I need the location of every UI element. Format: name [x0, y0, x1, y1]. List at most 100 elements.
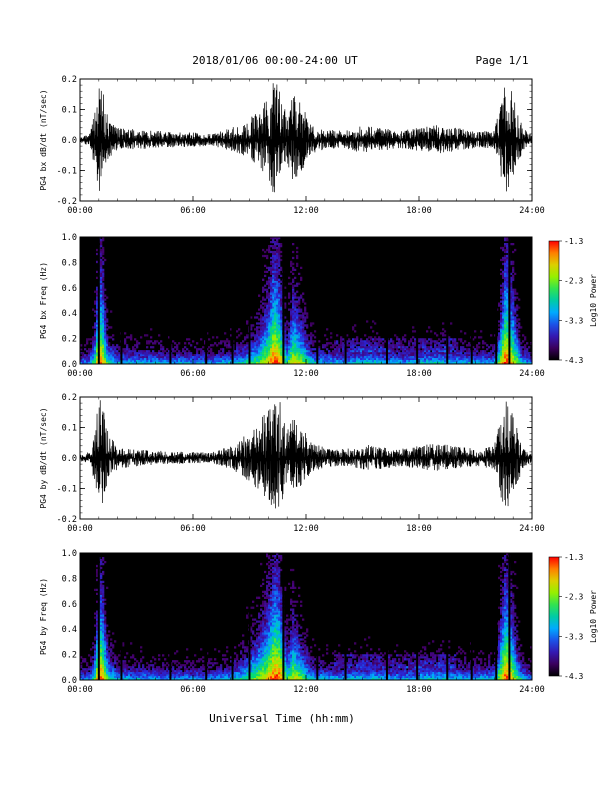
- spectrogram-color-band: [266, 672, 269, 675]
- spectrogram-color-band: [294, 358, 297, 361]
- spectrogram-color-band: [90, 674, 93, 677]
- spectrogram-color-band: [512, 358, 515, 361]
- spectrogram-color-band: [518, 676, 521, 679]
- spectrogram-color-band: [276, 676, 279, 679]
- spectrogram-color-band: [302, 356, 305, 359]
- spectrogram-color-band: [96, 356, 99, 359]
- spectrogram-color-band: [278, 352, 281, 355]
- spectrogram-color-band: [253, 360, 257, 363]
- spectrogram-color-band: [506, 354, 509, 357]
- spectrogram-color-band: [506, 664, 509, 667]
- colorbar-tick-label: -3.3: [564, 316, 583, 325]
- spectrogram-color-band: [272, 354, 275, 357]
- panel-1: -0.2 -0.1 0.0 0.1 0.2 00:00 06:00 12:00 18:00 24:…: [39, 75, 545, 216]
- x-tick-label: 18:00: [406, 206, 432, 216]
- spectrogram-color-band: [274, 668, 277, 671]
- colorbar: [548, 556, 560, 677]
- spectrogram-color-band: [294, 670, 297, 673]
- spectrogram-color-band: [262, 646, 279, 661]
- spectrogram-color-band: [250, 672, 253, 675]
- spectrogram-color-band: [454, 674, 529, 679]
- spectrogram-color-band: [255, 676, 259, 679]
- spectrogram-color-band: [276, 658, 279, 661]
- spectrogram-color-band: [252, 668, 259, 677]
- spectrogram-color-band: [510, 284, 513, 287]
- spectrogram-color-band: [514, 360, 517, 363]
- spectrogram-color-band: [276, 298, 279, 301]
- spectrogram-color-band: [106, 358, 109, 361]
- spectrogram-color-band: [276, 664, 279, 667]
- spectrogram-color-band: [474, 676, 477, 679]
- y-tick-label: 0.0: [62, 136, 77, 146]
- spectrogram-color-band: [268, 656, 271, 659]
- y-tick-label: 0.2: [62, 393, 77, 403]
- spectrogram-gap-line: [282, 237, 285, 364]
- spectrogram-color-band: [510, 348, 513, 351]
- spectrogram-color-band: [294, 666, 297, 669]
- spectrogram-color-band: [512, 342, 515, 345]
- spectrogram-color-band: [252, 676, 255, 679]
- spectrogram-color-band: [510, 360, 513, 363]
- spectrogram-gap-line: [120, 237, 123, 364]
- spectrogram-gap-line: [470, 553, 473, 680]
- spectrogram-color-band: [510, 674, 513, 677]
- spectrogram-color-band: [504, 338, 507, 341]
- spectrogram-color-band: [300, 358, 303, 361]
- spectrogram-color-band: [512, 664, 515, 667]
- spectrogram-color-band: [510, 644, 513, 647]
- spectrogram-color-band: [274, 664, 277, 667]
- spectrogram-color-band: [298, 674, 301, 677]
- spectrogram-color-band: [102, 348, 105, 351]
- spectrogram-color-band: [506, 340, 509, 343]
- spectrogram-color-band: [278, 656, 281, 659]
- spectrogram-color-band: [253, 674, 257, 677]
- spectrogram-color-band: [102, 324, 105, 327]
- spectrogram-color-band: [244, 360, 247, 363]
- spectrogram-color-band: [266, 356, 269, 359]
- spectrogram-color-band: [392, 340, 411, 351]
- spectrogram-color-band: [278, 330, 281, 333]
- spectrogram-color-band: [426, 674, 429, 677]
- spectrogram-color-band: [300, 354, 303, 357]
- spectrogram-color-band: [500, 676, 503, 679]
- spectrogram-color-band: [506, 360, 509, 363]
- spectrogram-color-band: [274, 342, 279, 347]
- spectrogram-gap-line: [205, 237, 208, 364]
- spectrogram-color-band: [102, 674, 105, 677]
- spectrogram-color-band: [140, 280, 501, 357]
- spectrogram-color-band: [278, 670, 281, 673]
- spectrogram-gap-line: [231, 553, 234, 680]
- x-tick-label: 18:00: [406, 685, 432, 695]
- spectrogram-color-band: [280, 676, 283, 679]
- spectrogram-color-band: [278, 354, 281, 357]
- x-tick-label: 06:00: [180, 685, 206, 695]
- spectrogram-color-band: [300, 278, 303, 281]
- spectrogram-color-band: [290, 352, 293, 355]
- spectrogram-color-band: [506, 666, 509, 669]
- spectrogram-color-band: [280, 654, 283, 657]
- y-tick-label: 0.6: [62, 284, 77, 294]
- spectrogram-color-band: [268, 356, 271, 359]
- spectrogram-color-band: [504, 334, 507, 337]
- spectrogram-color-band: [272, 360, 275, 363]
- colorbar-tick-label: -4.3: [564, 356, 583, 365]
- spectrogram-color-band: [270, 658, 273, 661]
- spectrogram-color-band: [292, 662, 295, 665]
- spectrogram-color-band: [516, 672, 519, 675]
- y-tick-label: 0.0: [62, 454, 77, 464]
- spectrogram-color-band: [270, 338, 273, 341]
- y-tick-label: 0.8: [62, 258, 77, 268]
- spectrogram-color-band: [92, 360, 95, 363]
- spectrogram-color-band: [104, 668, 107, 671]
- spectrogram-color-band: [274, 352, 277, 355]
- spectrogram-gap-line: [470, 237, 473, 364]
- spectrogram-color-band: [276, 354, 279, 357]
- spectrogram-color-band: [274, 350, 277, 353]
- spectrogram-color-band: [100, 672, 103, 675]
- spectrogram-color-band: [314, 358, 317, 361]
- spectrogram-color-band: [500, 356, 503, 359]
- spectrogram-gap-line: [231, 237, 234, 364]
- spectrogram-color-band: [504, 650, 507, 653]
- spectrogram-color-band: [100, 676, 103, 679]
